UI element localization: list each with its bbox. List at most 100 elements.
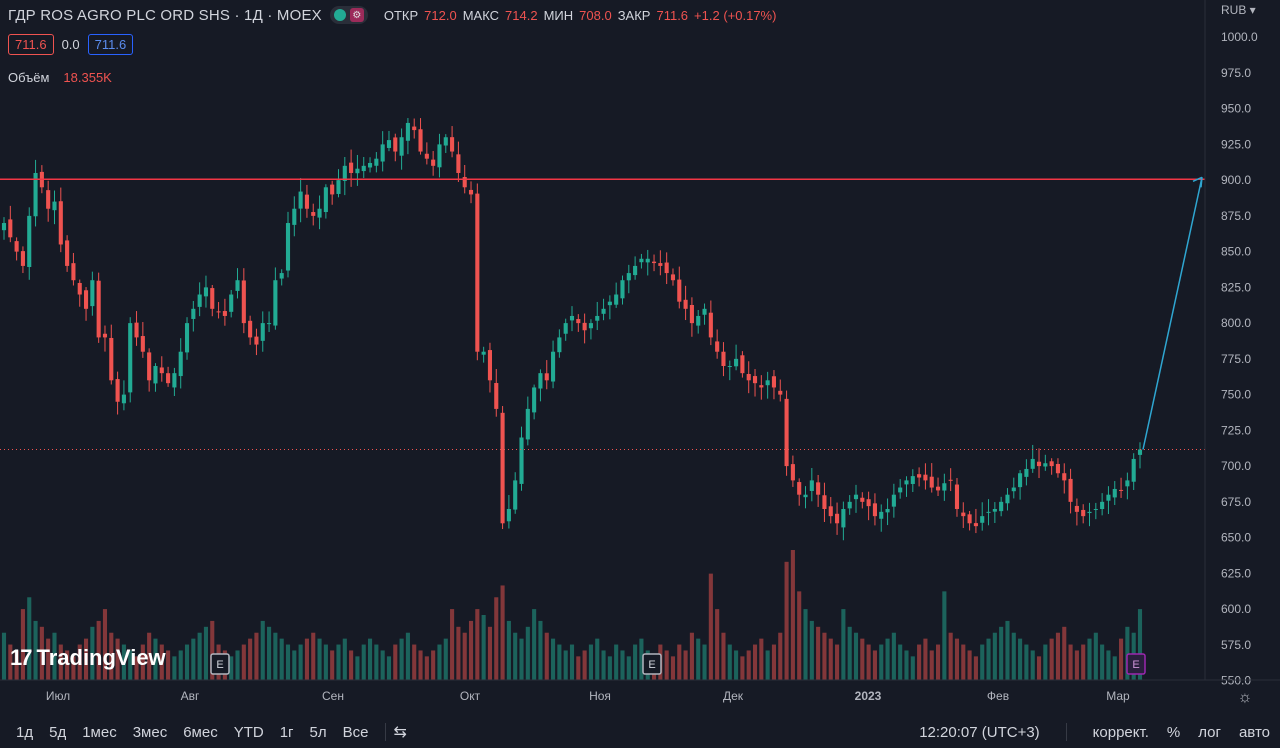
range-button[interactable]: 6мес [183,723,218,741]
volume-bar [715,609,720,680]
visibility-dot-icon[interactable] [333,9,346,21]
volume-bar [910,656,915,680]
earnings-marker[interactable] [1126,653,1146,675]
volume-bar [828,638,833,680]
date-range-icon[interactable]: ⇆ [393,724,407,741]
volume-bar [1011,632,1016,680]
candle-body [835,513,840,524]
volume-bar [544,632,549,680]
range-button[interactable]: Все [342,723,369,741]
candle-body [582,322,587,331]
volume-bar [292,650,297,680]
volume-bar [90,626,95,680]
candle-body [317,208,322,218]
volume-bar [260,620,265,680]
candle-body [311,212,316,216]
candle-body [923,474,928,481]
volume-bar [961,644,966,680]
candle-body [172,373,177,388]
range-button[interactable]: YTD [233,723,264,741]
candle-body [866,499,871,507]
earnings-marker-label: E [1132,659,1139,671]
candle-body [1055,463,1061,474]
candle-body [210,288,215,309]
price-tick-label: 725.0 [1221,423,1251,437]
settings-icon[interactable]: ⚙ [349,8,364,22]
volume-bar [809,620,814,680]
volume-bar [475,609,480,680]
candle-body [462,177,467,188]
price-chart[interactable]: 900.618.355KEEE RUB ▾1000.0975.0950.0925… [0,0,1280,712]
symbol-title[interactable]: ГДР ROS AGRO PLC ORD SHS · 1Д · MOEX [8,6,322,24]
range-button[interactable]: 1д [16,723,34,741]
range-button[interactable]: 3мес [132,723,168,741]
earnings-marker[interactable] [642,653,662,675]
toolbar-separator [384,723,386,741]
bid-box[interactable]: 711.6 [8,34,54,55]
high-value: 714.2 [505,7,538,23]
time-axis: Июл Авг Сен Окт Ноя Дек 2023 Фев Мар ☼ [0,679,1280,706]
candle-body [77,282,82,295]
price-tick-label: 650.0 [1221,531,1251,545]
volume-bar [569,644,575,680]
clock[interactable]: 12:20:07 (UTC+3) [919,723,1040,741]
ask-box[interactable]: 711.6 [87,34,134,55]
candle-body [847,501,852,509]
volume-bar [601,650,606,680]
price-axis: RUB ▾ 1000.0 975.0 950.0 925.0 900.0 875.0 850.… [1204,0,1280,712]
volume-bar [847,626,852,680]
earnings-marker[interactable] [210,653,230,675]
volume-bar [65,650,70,680]
volume-bar [765,650,770,680]
range-button[interactable]: 5л [309,723,327,741]
candle-body [1087,511,1092,514]
candle-body [1081,509,1086,517]
percent-button[interactable]: % [1166,723,1181,741]
close-label: ЗАКР [617,7,651,23]
toolbar-right: 12:20:07 (UTC+3) коррект. % лог авто [919,723,1280,741]
currency-label[interactable]: RUB ▾ [1221,3,1256,17]
candle-body [46,190,51,209]
candle-body [626,273,631,281]
time-tick-label: Сен [322,689,344,703]
adjust-button[interactable]: коррект. [1092,723,1149,741]
range-button[interactable]: 5д [49,723,67,741]
log-button[interactable]: лог [1198,723,1221,741]
change-value: +1.2 (+0.17%) [694,7,777,23]
candle-body [140,336,145,352]
candle-body [999,501,1004,512]
candle-body [83,290,89,309]
tradingview-logo[interactable]: 17 TradingView [10,645,166,671]
forecast-arrow-head-icon [1192,176,1203,188]
volume-bar [588,644,593,680]
candle-body [481,351,486,355]
volume-bar [835,644,840,680]
volume-bar [790,550,795,680]
range-button[interactable]: 1г [279,723,294,741]
forecast-arrow-line[interactable] [1142,177,1203,450]
price-tick-label: 600.0 [1221,602,1251,616]
candle-body [1005,494,1010,504]
volume-bar [1081,644,1086,680]
candle-body [803,494,808,498]
candle-body [393,137,398,152]
chart-settings-icon[interactable]: ☼ [1238,689,1253,706]
volume-bar [538,620,543,680]
volume-bar [992,632,997,680]
volume-bar [317,638,322,680]
volume-bar [929,650,934,680]
candle-body [784,398,789,467]
time-tick-label: Окт [460,689,481,703]
candle-body [658,263,663,266]
auto-button[interactable]: авто [1238,723,1270,741]
candle-body [405,122,410,141]
candle-body [828,506,833,517]
volume-bar [759,638,764,680]
volume-bar [1068,644,1073,680]
candle-body [885,508,890,513]
candle-body [891,494,896,507]
legend-controls[interactable]: ⚙ [329,6,368,24]
range-button[interactable]: 1мес [82,723,117,741]
low-label: МИН [543,7,574,23]
candle-body [683,299,688,309]
